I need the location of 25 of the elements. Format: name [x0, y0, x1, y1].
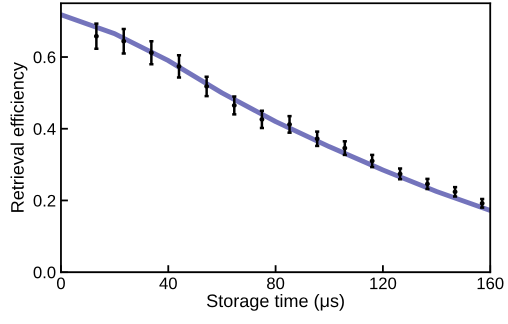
point — [232, 103, 237, 108]
y-tick-label: 0.6 — [34, 51, 56, 64]
point — [121, 38, 126, 44]
point — [425, 182, 430, 186]
y-tick-label: 0.2 — [34, 194, 56, 207]
line-series — [60, 12, 490, 213]
point — [94, 34, 99, 39]
point — [342, 146, 348, 151]
x-tick-label: 80 — [267, 277, 284, 290]
x-tick-label: 40 — [159, 277, 177, 290]
y-tick-label: 0.0 — [34, 266, 56, 278]
x-tick-label: 120 — [370, 277, 396, 290]
point — [176, 64, 182, 69]
y-axis-title: Retrieval efficiency — [10, 62, 28, 212]
point — [287, 122, 292, 127]
point — [259, 116, 264, 122]
point — [148, 50, 154, 56]
x-tick-label: 160 — [478, 277, 504, 290]
point — [398, 171, 403, 176]
point — [204, 84, 210, 89]
x-tick-label: 0 — [56, 277, 65, 290]
point — [370, 158, 375, 164]
y-tick-label: 0.4 — [34, 123, 56, 135]
point — [314, 136, 320, 142]
x-axis-title: Storage time (μs) — [206, 294, 344, 311]
